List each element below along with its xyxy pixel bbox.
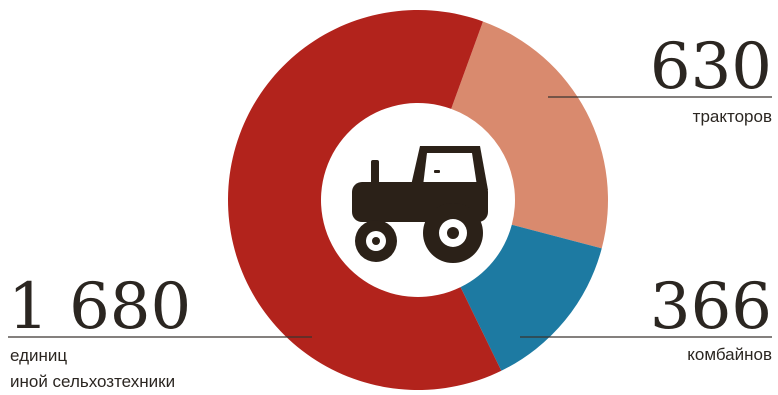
slice-combines	[460, 224, 602, 371]
slice-other	[228, 9, 502, 390]
slice-tractors	[451, 21, 608, 249]
tractor-icon	[352, 146, 488, 263]
value-label-other: 1 680	[8, 270, 191, 344]
category-label-other-line1: единиц	[10, 346, 67, 365]
value-label-tractors: 630	[650, 30, 772, 104]
value-label-combines: 366	[650, 270, 772, 344]
category-label-other-line2: иной сельхозтехники	[10, 372, 175, 391]
donut-slices	[228, 9, 608, 390]
category-label-combines: комбайнов	[687, 345, 772, 364]
category-label-tractors: тракторов	[693, 107, 772, 126]
